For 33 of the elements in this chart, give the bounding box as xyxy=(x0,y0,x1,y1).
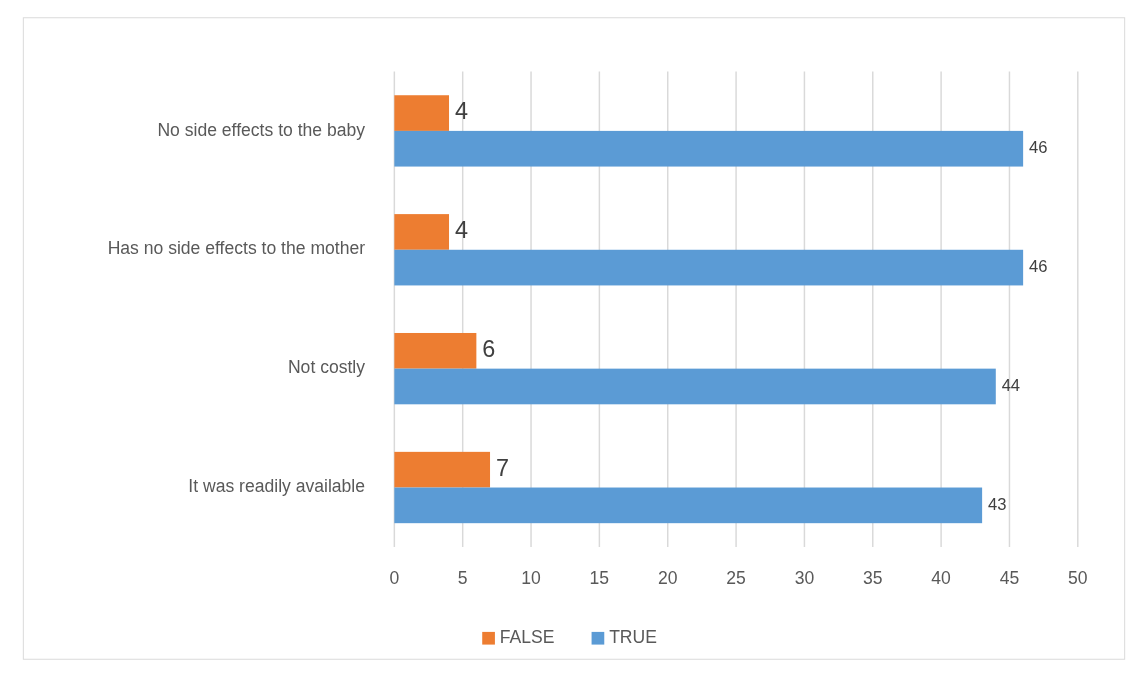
data-label: 46 xyxy=(1028,138,1048,158)
data-label: 6 xyxy=(482,336,496,362)
data-label: 44 xyxy=(1001,375,1021,395)
bar xyxy=(394,95,450,131)
legend-label: FALSE xyxy=(499,627,555,648)
y-tick-label: No side effects to the baby xyxy=(157,119,366,140)
bar xyxy=(394,451,491,488)
x-tick-label: 40 xyxy=(931,568,952,589)
x-tick-label: 0 xyxy=(389,568,400,589)
x-tick-label: 5 xyxy=(457,568,468,589)
data-label: 4 xyxy=(454,217,468,244)
x-tick-label: 10 xyxy=(521,568,542,589)
x-tick-label: 25 xyxy=(726,568,747,589)
x-tick-label: 20 xyxy=(657,568,678,589)
x-tick-label: 35 xyxy=(862,568,883,589)
bar xyxy=(394,249,1024,286)
bar xyxy=(394,214,450,250)
y-tick-label: Has no side effects to the mother xyxy=(107,238,366,259)
x-tick-label: 50 xyxy=(1068,568,1088,589)
bar xyxy=(394,487,983,524)
bar xyxy=(394,332,477,369)
x-tick-label: 45 xyxy=(999,568,1020,589)
data-label: 4 xyxy=(454,98,468,125)
bar xyxy=(394,368,996,405)
y-tick-label: It was readily available xyxy=(188,476,366,497)
legend-label: TRUE xyxy=(609,627,657,648)
bar xyxy=(394,130,1024,167)
y-tick-label: Not costly xyxy=(287,357,366,378)
x-tick-label: 30 xyxy=(794,568,815,589)
data-label: 46 xyxy=(1028,256,1048,276)
x-tick-label: 15 xyxy=(589,568,610,589)
data-label: 43 xyxy=(987,494,1007,514)
data-label: 7 xyxy=(495,454,509,481)
